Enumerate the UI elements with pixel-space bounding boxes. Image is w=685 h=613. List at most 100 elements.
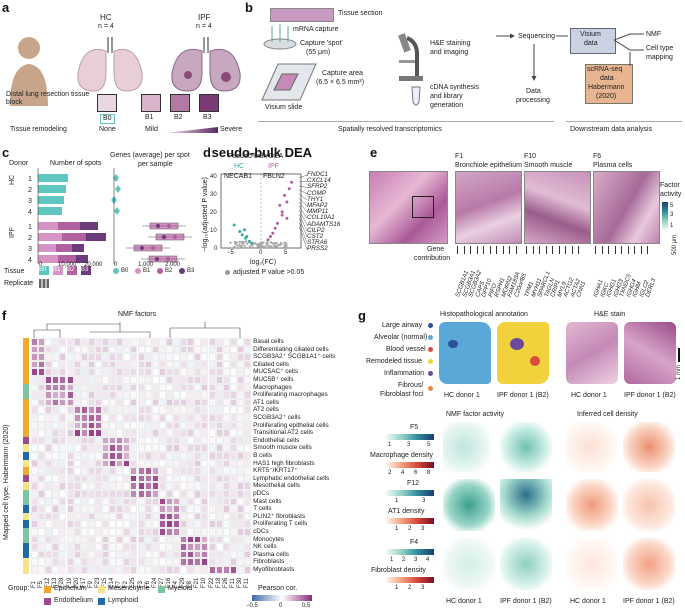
heatmap-cell [208, 459, 216, 468]
heatmap-cell [229, 368, 237, 376]
heatmap-cell [45, 459, 53, 468]
fib-tick-2: 2 [408, 585, 412, 591]
heatmap-cell [45, 550, 53, 559]
he-ipf-donor: IPF donor 1 (B2) [624, 392, 676, 399]
heatmap-cell [173, 406, 181, 414]
ipf-n: n = 4 [196, 23, 212, 30]
heatmap-cell [194, 414, 202, 422]
volcano-point-ns [252, 246, 255, 249]
spot-bar-segment [38, 174, 68, 182]
heatmap-cell [31, 429, 39, 437]
heatmap-cell [102, 474, 110, 483]
heatmap-cell [45, 414, 53, 422]
heatmap-cell [109, 512, 117, 521]
fib-tick-1: 1 [395, 585, 399, 591]
heatmap-cell [109, 338, 117, 346]
f4-ipf-map [500, 538, 552, 590]
heatmap-cell [194, 421, 202, 430]
volcano-point-ns [259, 243, 263, 246]
heatmap-cell [144, 368, 152, 376]
heatmap-cell [165, 444, 173, 452]
heatmap-cell [66, 490, 74, 498]
volcano-point-hc [247, 239, 251, 243]
spot-bar-segment [38, 185, 66, 193]
factor-label: F30 [236, 577, 243, 588]
celltype-label: Transitional AT2 cells [253, 429, 314, 437]
heatmap-cell [130, 558, 138, 566]
heatmap-cell [215, 376, 223, 384]
heatmap-cell [94, 512, 102, 521]
heatmap-cell [80, 490, 88, 498]
right-gene-label: MFAP2 [307, 202, 328, 209]
heatmap-cell [151, 452, 159, 460]
heatmap-cell [208, 444, 216, 452]
heatmap-cell [158, 543, 166, 551]
heatmap-cell [45, 429, 53, 437]
heatmap-cell [109, 429, 117, 437]
heatmap-cell [94, 398, 102, 407]
tissue-b2-swatch [67, 266, 77, 275]
sequencing-text: Sequencing [518, 33, 555, 40]
heatmap-cell [59, 474, 67, 483]
heatmap-cell [158, 512, 166, 521]
heatmap-cell [236, 505, 244, 513]
heatmap-cell [116, 421, 124, 430]
heatmap-cell [38, 550, 46, 559]
heatmap-cell [229, 338, 237, 346]
heatmap-cell [194, 406, 202, 414]
volcano-point-ipf [271, 231, 275, 235]
heatmap-cell [194, 398, 202, 407]
volcano-point-ipf [280, 210, 284, 214]
heatmap-cell [165, 338, 173, 346]
group-bar-cell [23, 459, 29, 468]
celltype-label: Monocytes [253, 535, 284, 543]
heatmap-cell [38, 414, 46, 422]
heatmap-cell [208, 497, 216, 506]
heatmap-cell [94, 368, 102, 376]
annot-dot-remodeled [428, 359, 433, 364]
heatmap-cell [158, 505, 166, 513]
heatmap-cell [144, 474, 152, 483]
heatmap-cell [45, 474, 53, 483]
heatmap-cell [215, 353, 223, 361]
annot-remodeled: Remodeled tissue [366, 358, 423, 365]
heatmap-cell [236, 543, 244, 551]
heatmap-cell [208, 452, 216, 460]
celltype-label: Mesothelial cells [253, 482, 300, 490]
spot-bar-segment [38, 222, 58, 230]
heatmap-cell [116, 566, 124, 574]
heatmap-cell [87, 376, 95, 384]
group-bar-cell [23, 543, 29, 551]
heatmap-cell [180, 490, 188, 498]
gene-tick [502, 246, 504, 254]
donor-label: 1 [28, 224, 32, 231]
heatmap-cell [158, 421, 166, 430]
heatmap-cell [130, 368, 138, 376]
heatmap-cell [137, 398, 145, 407]
heatmap-cell [116, 490, 124, 498]
heatmap-cell [165, 368, 173, 376]
heatmap-cell [80, 505, 88, 513]
heatmap-cell [222, 482, 230, 490]
gene-contribution-2: contribution [414, 255, 451, 262]
heatmap-cell [187, 505, 195, 513]
heatmap-cell [236, 512, 244, 521]
heatmap-cell [158, 398, 166, 407]
heatmap-cell [187, 512, 195, 521]
heatmap-cell [222, 467, 230, 475]
pearson-tick-pos: 0.5 [302, 603, 311, 609]
heatmap-cell [215, 452, 223, 460]
f5-hc-map [443, 422, 495, 472]
heatmap-cell [194, 474, 202, 483]
volcano-point-ipf [273, 226, 277, 230]
heatmap-cell [215, 421, 223, 430]
f12-tick-3: 3 [422, 498, 426, 504]
heatmap-cell [215, 497, 223, 506]
cdna-text-2: and library [430, 93, 463, 100]
heatmap-cell [208, 566, 216, 574]
heatmap-cell [116, 368, 124, 376]
heatmap-cell [80, 353, 88, 361]
heatmap-cell [38, 512, 46, 521]
heatmap-cell [52, 368, 60, 376]
heatmap-cell [109, 398, 117, 407]
